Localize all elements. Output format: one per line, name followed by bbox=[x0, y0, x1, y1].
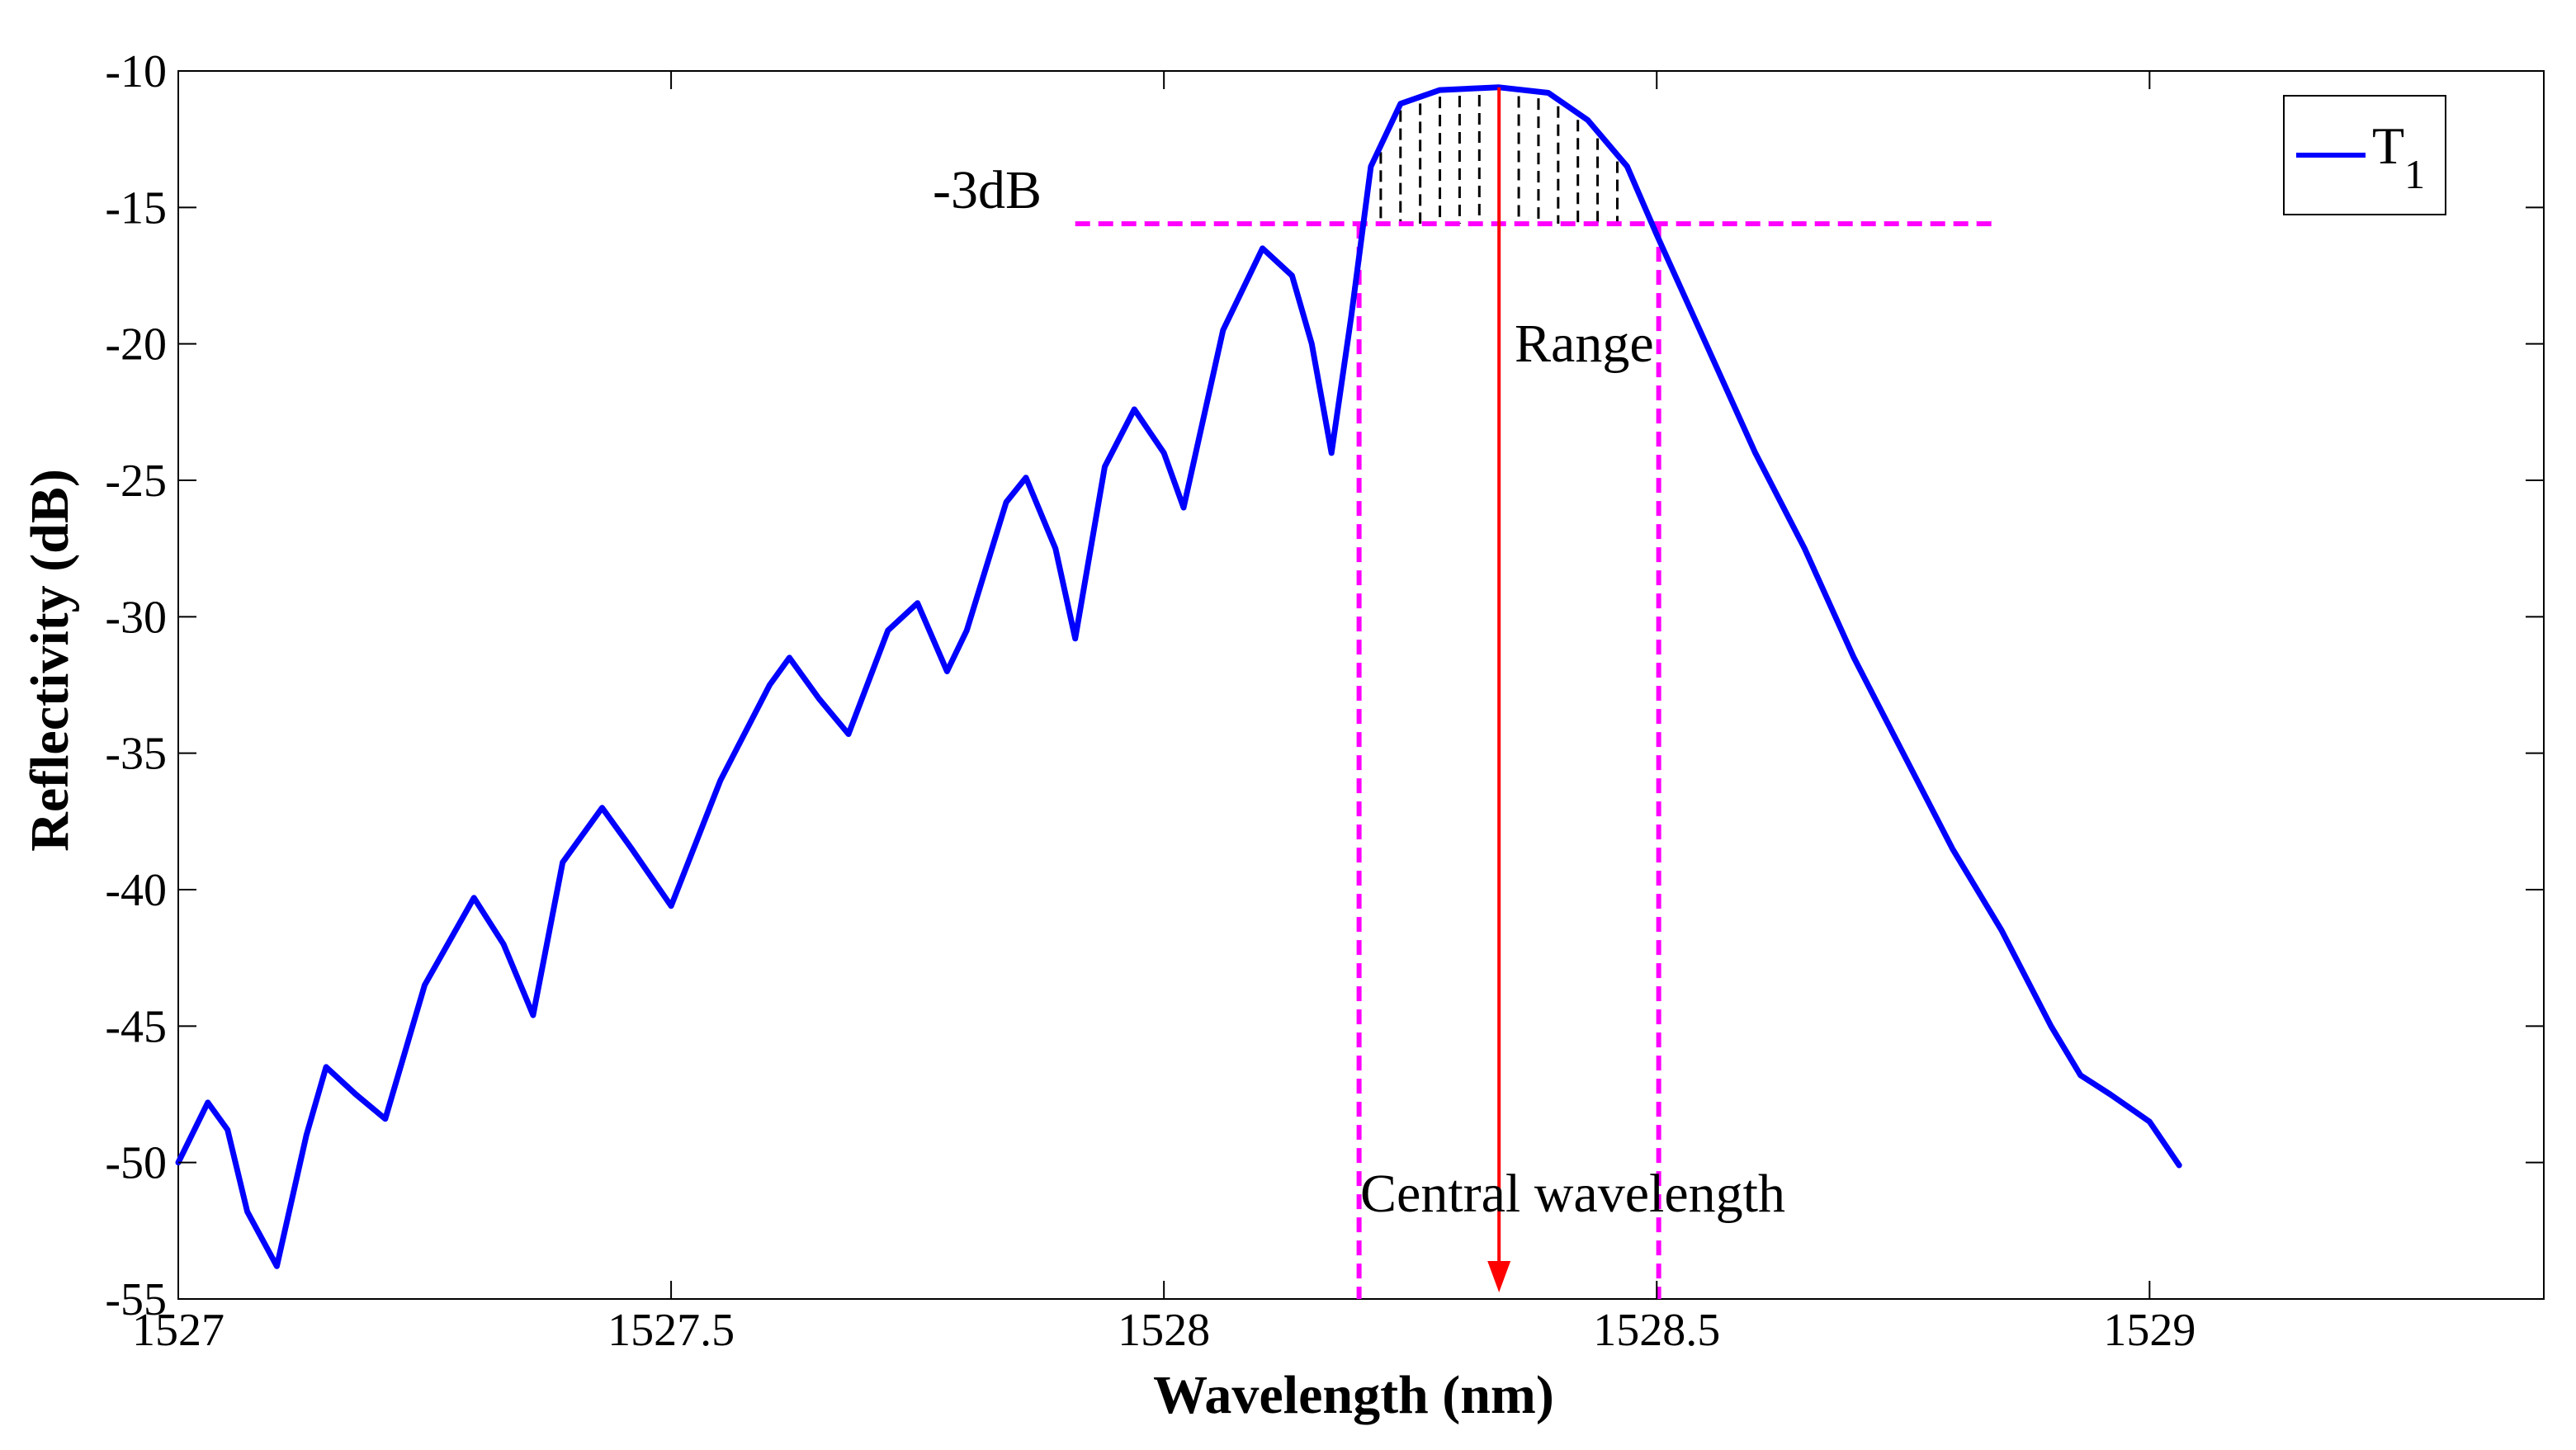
y-tick-label: -45 bbox=[105, 1001, 167, 1052]
central-wavelength-arrowhead bbox=[1487, 1261, 1511, 1292]
central-wavelength-label: Central wavelength bbox=[1360, 1164, 1785, 1224]
legend-label: T1 bbox=[2372, 116, 2425, 197]
y-tick-label: -25 bbox=[105, 456, 167, 507]
x-tick-label: 1529 bbox=[2103, 1305, 2196, 1356]
y-tick-label: -55 bbox=[105, 1274, 167, 1325]
y-tick-label: -50 bbox=[105, 1138, 167, 1189]
y-axis: -10 -15 -20 -25 -30 -35 -40 -45 -50 -55 bbox=[105, 46, 2544, 1325]
y-tick-label: -40 bbox=[105, 865, 167, 916]
x-tick-label: 1527.5 bbox=[607, 1305, 735, 1356]
x-tick-label: 1528 bbox=[1118, 1305, 1210, 1356]
y-tick-label: -15 bbox=[105, 182, 167, 234]
legend-label-main: T bbox=[2372, 116, 2404, 175]
y-tick-label: -20 bbox=[105, 319, 167, 371]
legend-label-subscript: 1 bbox=[2404, 151, 2425, 197]
x-tick-label: 1528.5 bbox=[1593, 1305, 1720, 1356]
legend: T1 bbox=[2283, 95, 2446, 215]
x-tick-label: 1527 bbox=[132, 1305, 225, 1356]
y-tick-label: -10 bbox=[105, 46, 167, 97]
y-axis-title: Reflectivity (dB) bbox=[20, 469, 80, 852]
x-axis: 1527 1527.5 1528 1528.5 1529 bbox=[132, 71, 2196, 1356]
minus-3db-label: -3dB bbox=[933, 160, 1042, 220]
y-tick-label: -35 bbox=[105, 729, 167, 780]
y-tick-label: -30 bbox=[105, 592, 167, 643]
range-label: Range bbox=[1515, 314, 1654, 374]
x-axis-title: Wavelength (nm) bbox=[1153, 1365, 1554, 1425]
plot-area bbox=[175, 70, 2545, 1300]
series-line-t1 bbox=[175, 84, 2182, 1269]
